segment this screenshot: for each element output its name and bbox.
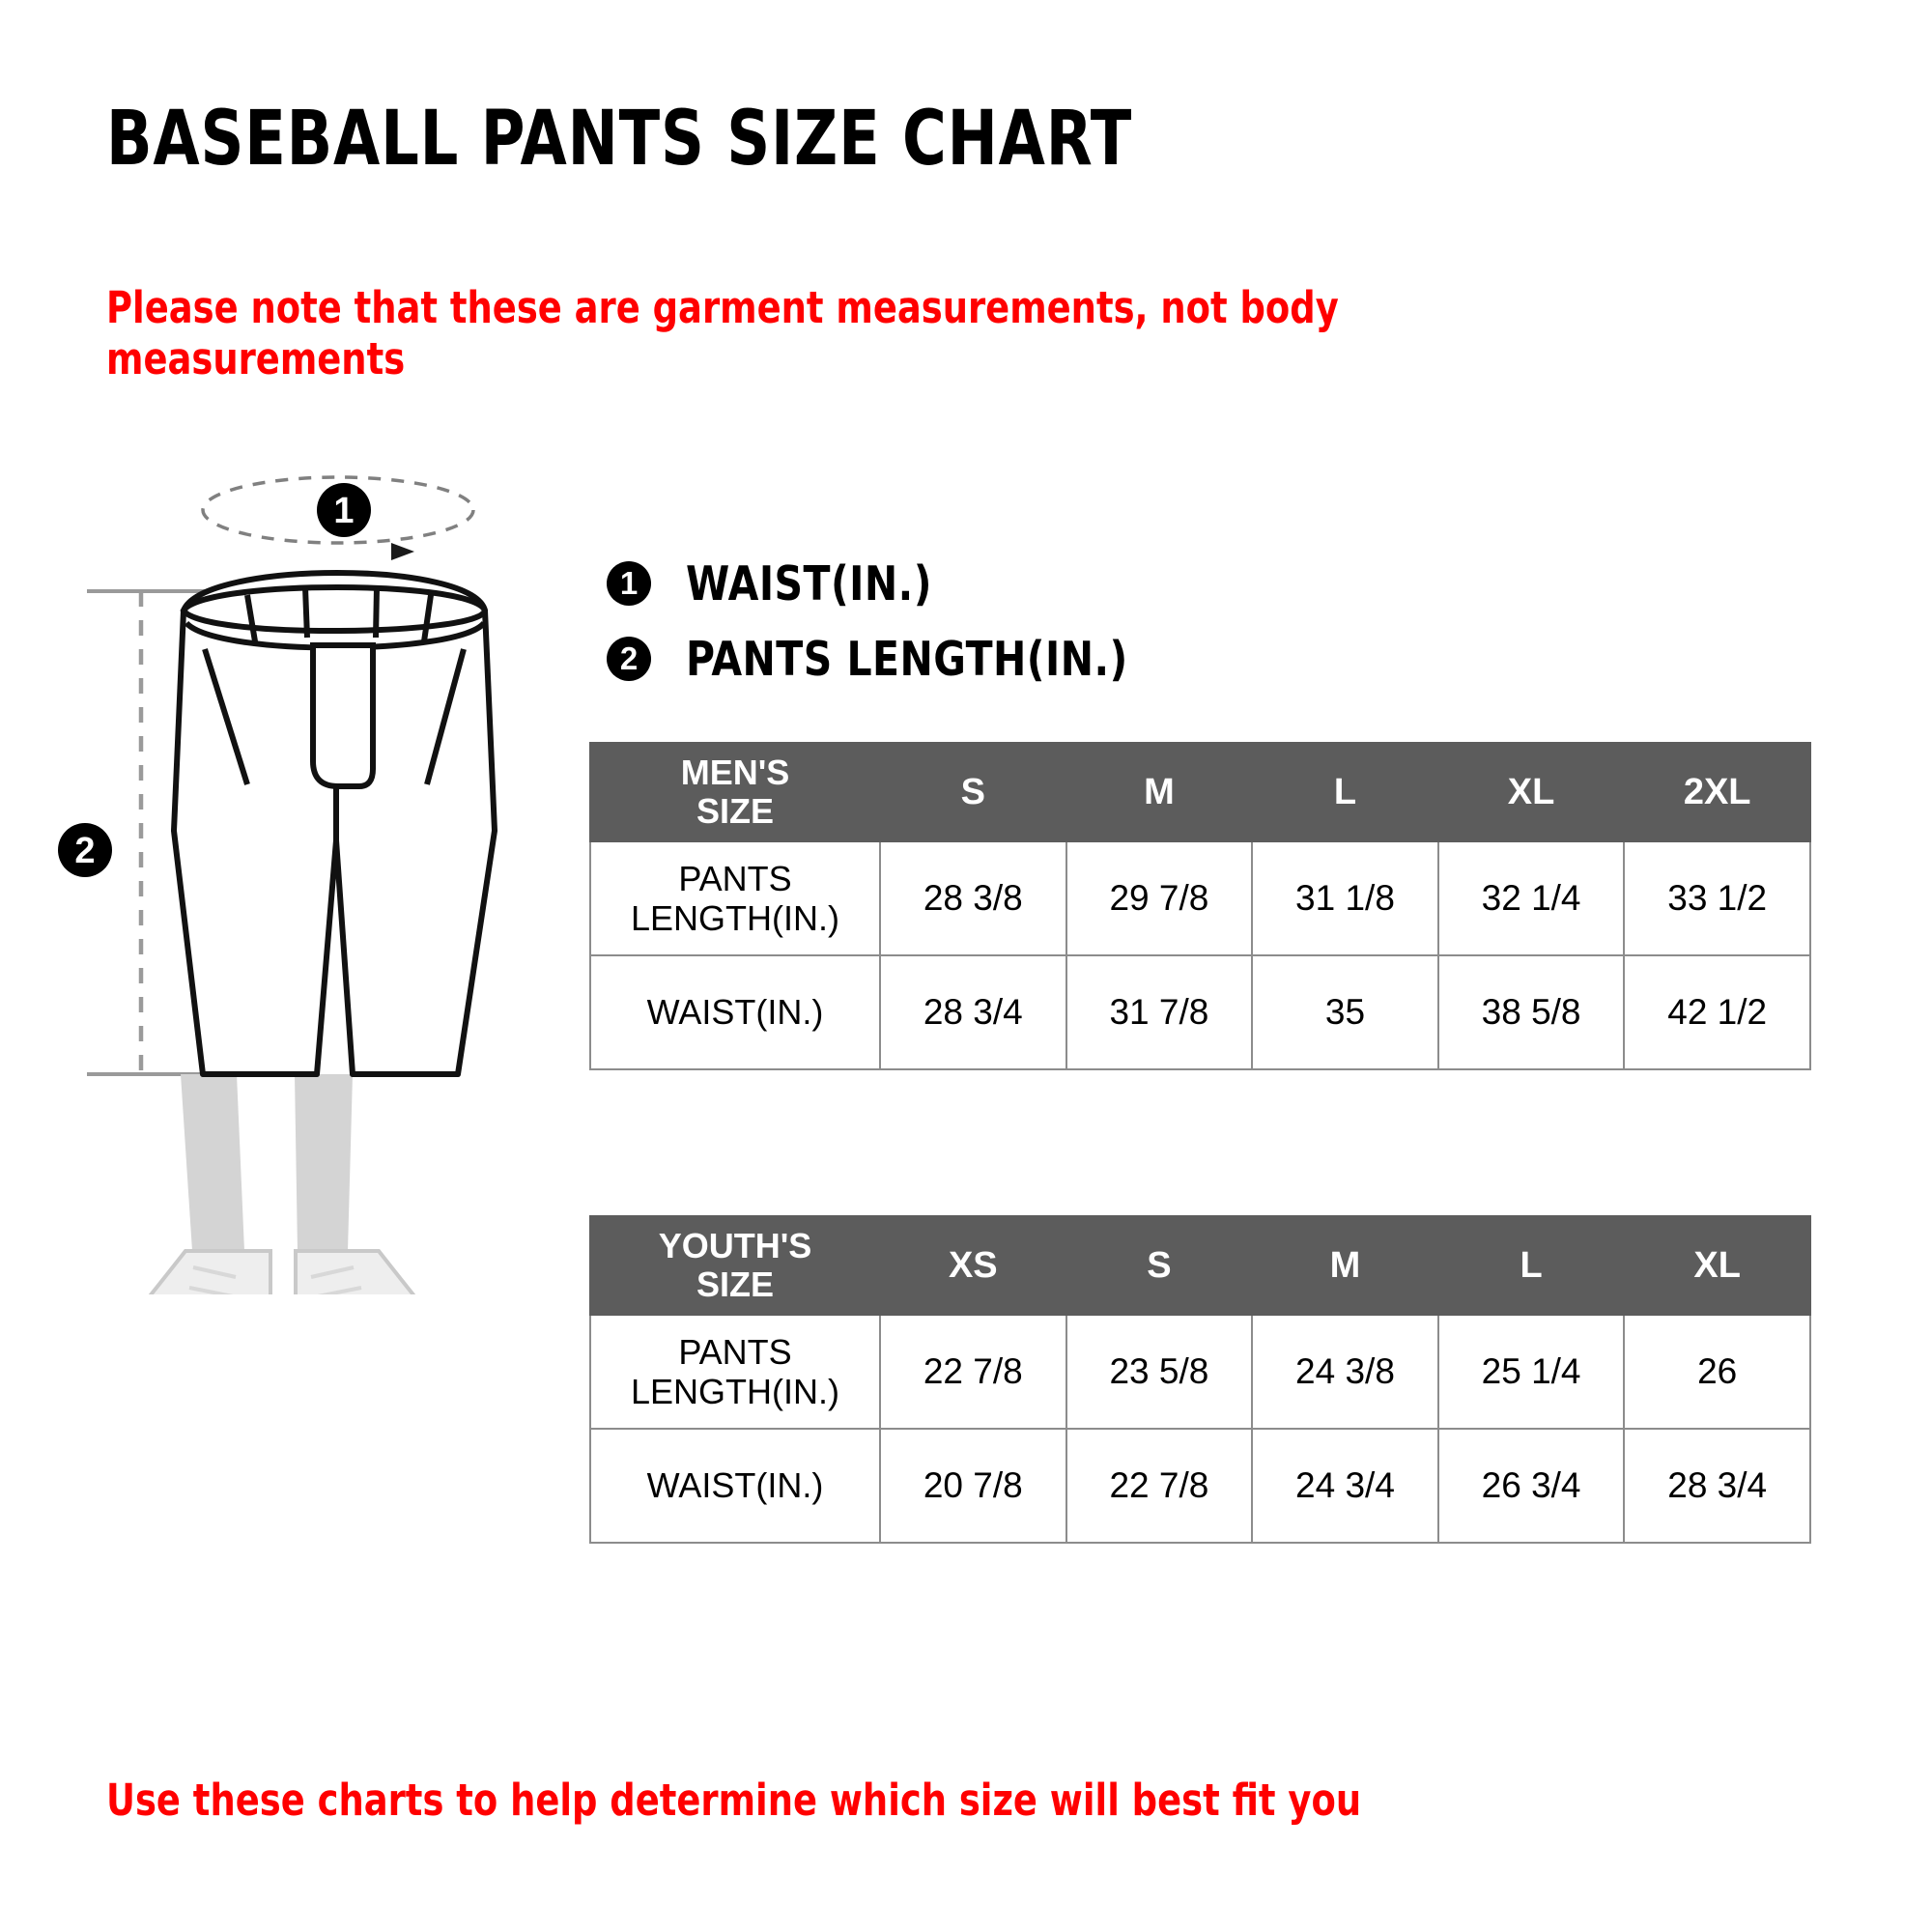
mens-col-header-m: M (1065, 742, 1254, 842)
right-pocket (424, 648, 467, 785)
mens-waist-2xl: 42 1/2 (1623, 954, 1811, 1070)
legend-label-pants-length: PANTS LENGTH(IN.) (686, 631, 1128, 687)
pants-illustration: 1 2 (58, 425, 599, 1342)
mens-corner-header: MEN'S SIZE (589, 742, 881, 842)
mens-pants-length-s: 28 3/8 (879, 840, 1067, 956)
youths-corner-header: YOUTH'S SIZE (589, 1215, 881, 1316)
youths-waist-m: 24 3/4 (1251, 1428, 1439, 1544)
youths-pants-length-m: 24 3/8 (1251, 1314, 1439, 1430)
mens-size-table: MEN'S SIZE S M L XL 2XL PANTS LENGTH(IN.… (589, 742, 1811, 1070)
garment-measurement-note: Please note that these are garment measu… (106, 282, 1339, 385)
legend-badge-2: 2 (607, 637, 651, 681)
mens-pants-length-2xl: 33 1/2 (1623, 840, 1811, 956)
pants-diagram-svg: 1 2 (58, 475, 497, 1342)
youths-pants-length-xl: 26 (1623, 1314, 1811, 1430)
youths-row-label-pants-length: PANTS LENGTH(IN.) (589, 1314, 881, 1430)
left-pocket (202, 648, 250, 785)
youths-col-header-s: S (1065, 1215, 1254, 1316)
youths-size-table: YOUTH'S SIZE XS S M L XL PANTS LENGTH(IN… (589, 1215, 1811, 1544)
youths-row-label-line-1: PANTS (678, 1331, 792, 1372)
mens-corner-line-1: MEN'S (680, 752, 790, 792)
length-badge: 2 (58, 823, 112, 877)
table-row: WAIST(IN.) 20 7/8 22 7/8 24 3/4 26 3/4 2… (589, 1428, 1811, 1544)
youths-col-header-xl: XL (1623, 1215, 1811, 1316)
mens-col-header-s: S (879, 742, 1067, 842)
youths-pants-length-s: 23 5/8 (1065, 1314, 1254, 1430)
legend-item-pants-length: 2 PANTS LENGTH(IN.) (607, 621, 1161, 696)
mens-waist-m: 31 7/8 (1065, 954, 1254, 1070)
mens-row-label-pants-length: PANTS LENGTH(IN.) (589, 840, 881, 956)
size-help-note: Use these charts to help determine which… (106, 1775, 1362, 1826)
waist-arrow-head (391, 543, 414, 560)
left-shoe (137, 1249, 272, 1342)
length-badge-label: 2 (74, 831, 95, 871)
belt-loop-left (244, 594, 258, 642)
legend-item-waist: 1 WAIST(IN.) (607, 546, 1161, 621)
waist-badge: 1 (317, 483, 371, 537)
youths-col-header-xs: XS (879, 1215, 1067, 1316)
youths-row-label-waist: WAIST(IN.) (589, 1428, 881, 1544)
mens-waist-s: 28 3/4 (879, 954, 1067, 1070)
youths-waist-xl: 28 3/4 (1623, 1428, 1811, 1544)
fly-flap (310, 642, 376, 789)
waistband (180, 584, 489, 635)
mens-col-header-xl: XL (1436, 742, 1626, 842)
table-row: PANTS LENGTH(IN.) 22 7/8 23 5/8 24 3/8 2… (589, 1314, 1811, 1430)
youths-waist-l: 26 3/4 (1436, 1428, 1626, 1544)
youths-waist-xs: 20 7/8 (879, 1428, 1067, 1544)
mens-pants-length-l: 31 1/8 (1251, 840, 1439, 956)
legend-badge-1: 1 (607, 561, 651, 606)
youths-row-label-line-2: LENGTH(IN.) (631, 1372, 839, 1411)
youths-pants-length-xs: 22 7/8 (879, 1314, 1067, 1430)
page-title: BASEBALL PANTS SIZE CHART (106, 96, 1133, 183)
mens-row-label-waist: WAIST(IN.) (589, 954, 881, 1070)
mens-waist-xl: 38 5/8 (1436, 954, 1626, 1070)
belt-loop-center-left (302, 586, 310, 639)
mens-row-label-line-2: LENGTH(IN.) (631, 898, 839, 938)
youths-col-header-l: L (1436, 1215, 1626, 1316)
table-row: PANTS LENGTH(IN.) 28 3/8 29 7/8 31 1/8 3… (589, 840, 1811, 956)
mens-pants-length-m: 29 7/8 (1065, 840, 1254, 956)
table-row: WAIST(IN.) 28 3/4 31 7/8 35 38 5/8 42 1/… (589, 954, 1811, 1070)
mens-corner-line-2: SIZE (696, 791, 774, 831)
mens-col-header-l: L (1251, 742, 1439, 842)
youths-col-header-m: M (1251, 1215, 1439, 1316)
youths-pants-length-l: 25 1/4 (1436, 1314, 1626, 1430)
waist-badge-label: 1 (333, 491, 354, 531)
youths-table-header-row: YOUTH'S SIZE XS S M L XL (589, 1215, 1811, 1316)
mens-table-header-row: MEN'S SIZE S M L XL 2XL (589, 742, 1811, 842)
youths-corner-line-1: YOUTH'S (658, 1225, 812, 1265)
mens-row-label-line-1: PANTS (678, 858, 792, 898)
mens-pants-length-xl: 32 1/4 (1436, 840, 1626, 956)
waist-ellipse (201, 475, 475, 545)
measurement-legend: 1 WAIST(IN.) 2 PANTS LENGTH(IN.) (607, 546, 1161, 696)
youths-waist-s: 22 7/8 (1065, 1428, 1254, 1544)
right-sock (295, 1074, 353, 1251)
belt-loop-right (421, 594, 434, 642)
belt-loop-center-right (373, 586, 380, 639)
right-shoe (294, 1249, 427, 1342)
youths-corner-line-2: SIZE (696, 1264, 774, 1304)
left-sock (181, 1074, 244, 1251)
mens-waist-l: 35 (1251, 954, 1439, 1070)
mens-col-header-2xl: 2XL (1623, 742, 1811, 842)
legend-label-waist: WAIST(IN.) (686, 555, 932, 611)
